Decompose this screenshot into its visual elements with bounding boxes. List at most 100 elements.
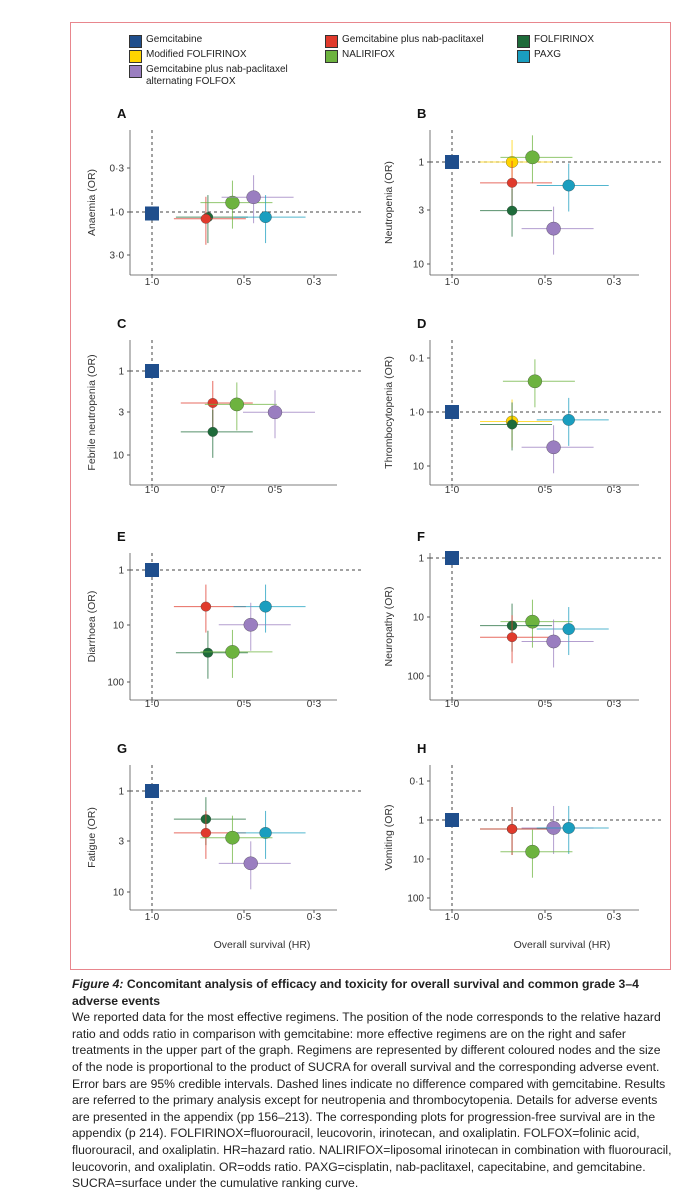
y-tick-label: 10	[413, 855, 425, 866]
y-tick-label: 10	[413, 613, 425, 624]
data-point-node	[225, 830, 240, 845]
x-tick-label: 0·3	[607, 485, 622, 496]
data-point-node	[562, 623, 575, 635]
data-point-node	[202, 647, 214, 658]
figure-caption: Figure 4: Concomitant analysis of effica…	[72, 976, 672, 1192]
y-tick-label: 1	[418, 816, 424, 827]
legend-label: Gemcitabine plus nab-paclitaxel	[342, 34, 484, 45]
data-point-node	[525, 150, 540, 165]
data-point-node	[225, 645, 240, 659]
legend-item-paxg: PAXG	[517, 49, 561, 63]
data-point-gemcitabine	[145, 206, 159, 221]
y-axis-label: Neuropathy (OR)	[383, 587, 395, 667]
caption-figure-label: Figure 4:	[72, 977, 124, 991]
y-tick-label: 3	[418, 206, 424, 217]
data-point-gemcitabine	[445, 405, 459, 419]
data-point-node	[246, 190, 261, 205]
y-tick-label: 10	[113, 888, 125, 899]
data-point-node	[207, 398, 218, 408]
x-tick-label: 0·3	[607, 277, 622, 288]
y-tick-label: 100	[107, 678, 124, 689]
x-tick-label: 1·0	[145, 699, 160, 710]
data-point-node	[243, 856, 258, 871]
y-tick-label: 1·0	[410, 408, 425, 419]
data-point-node	[527, 374, 543, 389]
data-point-node	[546, 440, 561, 455]
data-point-node	[562, 414, 575, 426]
x-tick-label: 1·0	[445, 912, 460, 923]
x-tick-label: 0·5	[538, 912, 553, 923]
legend-swatch	[129, 65, 142, 78]
legend-label-line1: Gemcitabine plus nab-paclitaxel	[146, 64, 288, 75]
x-tick-label: 1·0	[445, 485, 460, 496]
data-point-node	[243, 617, 258, 632]
y-tick-label: 1	[418, 158, 424, 169]
y-tick-label: 10	[113, 621, 125, 632]
y-tick-label: 10	[113, 451, 125, 462]
data-point-node	[225, 195, 240, 210]
legend-swatch	[129, 35, 142, 48]
y-tick-label: 0·3	[110, 164, 125, 175]
y-axis-label: Vomiting (OR)	[383, 805, 395, 871]
y-tick-label: 3	[118, 408, 124, 419]
x-tick-label: 0·5	[268, 485, 283, 496]
data-point-gemcitabine	[445, 813, 459, 827]
legend-item-modified-folfirinox: Modified FOLFIRINOX	[129, 49, 247, 63]
legend-label: NALIRIFOX	[342, 49, 395, 60]
x-tick-label: 1·0	[145, 912, 160, 923]
data-point-node	[259, 827, 272, 839]
legend-swatch	[129, 50, 142, 63]
y-axis-label: Anaemia (OR)	[86, 169, 98, 236]
y-axis-label: Febrile neutropenia (OR)	[86, 354, 98, 470]
y-tick-label: 1	[118, 787, 124, 798]
x-tick-label: 1·0	[445, 699, 460, 710]
x-tick-label: 0·3	[607, 699, 622, 710]
legend-item-gem-nab: Gemcitabine plus nab-paclitaxel	[325, 34, 484, 48]
caption-body: We reported data for the most effective …	[72, 1010, 672, 1191]
x-tick-label: 0·5	[538, 699, 553, 710]
panel-letter: A	[117, 106, 127, 121]
data-point-gemcitabine	[145, 563, 159, 577]
figure-frame	[70, 22, 671, 970]
x-tick-label: 0·5	[237, 277, 252, 288]
panel-letter: E	[117, 529, 126, 544]
data-point-node	[506, 632, 518, 643]
x-tick-label: 0·3	[307, 277, 322, 288]
caption-title: Figure 4: Concomitant analysis of effica…	[72, 976, 672, 1009]
y-tick-label: 10	[413, 462, 425, 473]
data-point-node	[506, 177, 518, 188]
data-point-node	[259, 600, 272, 613]
panel-letter: D	[417, 316, 426, 331]
data-point-node	[525, 614, 540, 629]
legend-label-line2: alternating FOLFOX	[146, 76, 236, 87]
data-point-gemcitabine	[445, 551, 459, 565]
y-tick-label: 0·1	[410, 354, 425, 365]
legend-label: Modified FOLFIRINOX	[146, 49, 247, 60]
y-axis-label: Thrombocytopenia (OR)	[383, 356, 395, 469]
y-tick-label: 1	[118, 566, 124, 577]
legend-item-gemcitabine: Gemcitabine	[129, 34, 202, 48]
x-tick-label: 0·5	[237, 699, 252, 710]
legend: Gemcitabine Modified FOLFIRINOX Gemcitab…	[129, 34, 649, 96]
data-point-node	[546, 221, 561, 236]
legend-label: PAXG	[534, 49, 562, 60]
data-point-node	[259, 211, 272, 223]
legend-swatch	[325, 50, 338, 63]
y-axis-label: Fatigue (OR)	[86, 807, 98, 868]
data-point-gemcitabine	[445, 155, 459, 169]
figure-panels: A Anaemia (OR) 0·3 1·0 3·0 1·0 0·5 0·3 B Neutrope…	[86, 106, 664, 951]
y-axis-label: Neutropenia (OR)	[383, 161, 395, 244]
x-tick-label: 0·5	[538, 485, 553, 496]
y-tick-label: 0·1	[410, 777, 425, 788]
legend-item-folfirinox: FOLFIRINOX	[517, 34, 594, 48]
legend-label: FOLFIRINOX	[534, 34, 595, 45]
x-tick-label: 1·0	[145, 277, 160, 288]
caption-title-text: Concomitant analysis of efficacy and tox…	[72, 977, 639, 1008]
x-tick-label: 1·0	[445, 277, 460, 288]
y-axis-label: Diarrhoea (OR)	[86, 591, 98, 663]
legend-swatch	[325, 35, 338, 48]
data-point-node	[506, 205, 518, 216]
legend-label: Gemcitabine plus nab-paclitaxel alternat…	[146, 64, 288, 88]
data-point-node	[200, 213, 212, 224]
panel-letter: F	[417, 529, 425, 544]
